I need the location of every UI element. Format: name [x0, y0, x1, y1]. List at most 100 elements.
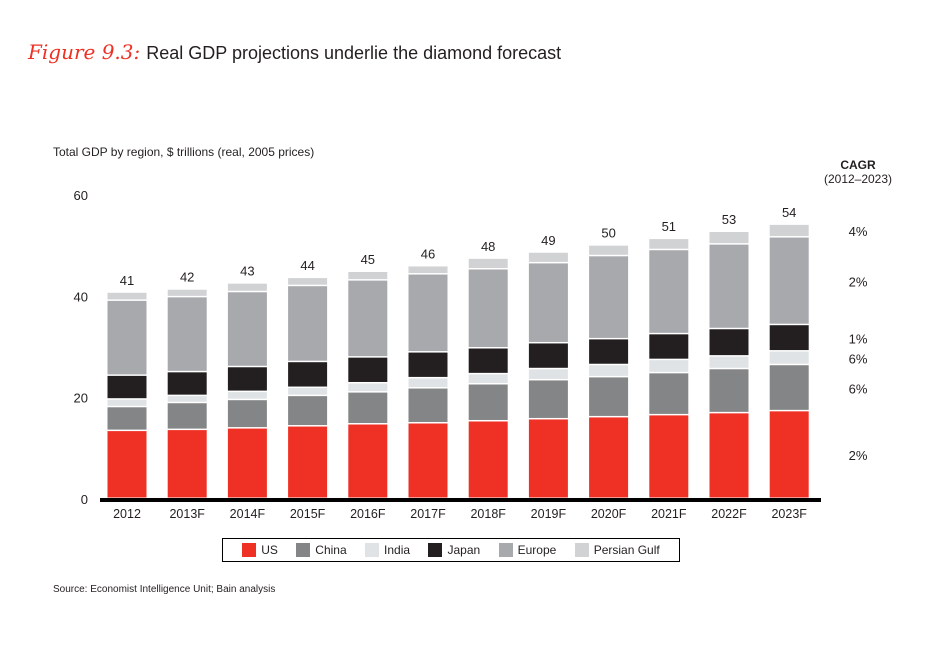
- bar-segment-japan: [107, 375, 147, 399]
- figure-label: Figure 9.3:: [28, 40, 141, 64]
- bar-segment-us: [589, 417, 629, 498]
- total-label: 49: [541, 233, 555, 248]
- legend-swatch: [574, 543, 589, 557]
- cagr-value-us: 2%: [849, 448, 868, 463]
- bar-segment-us: [468, 421, 508, 498]
- title-text: Real GDP projections underlie the diamon…: [146, 43, 562, 63]
- bar-segment-japan: [649, 334, 689, 359]
- y-tick-label: 20: [74, 391, 88, 406]
- bar-segment-china: [649, 373, 689, 414]
- legend-label: China: [315, 543, 347, 557]
- total-label: 44: [300, 258, 314, 273]
- x-tick-label: 2021F: [651, 507, 687, 521]
- bar-segment-japan: [468, 348, 508, 373]
- x-tick-label: 2017F: [410, 507, 446, 521]
- bar-segment-europe: [107, 300, 147, 375]
- total-label: 48: [481, 239, 495, 254]
- total-label: 46: [421, 246, 435, 261]
- bar-segment-persian-gulf: [167, 289, 207, 296]
- bar-segment-us: [167, 430, 207, 498]
- bar-segment-europe: [468, 269, 508, 348]
- bar-segment-india: [107, 399, 147, 406]
- bar-segment-india: [167, 396, 207, 402]
- cagr-header: CAGR (2012–2023): [808, 158, 908, 186]
- x-tick-label: 2013F: [169, 507, 205, 521]
- bar-segment-europe: [649, 250, 689, 333]
- x-tick-label: 2016F: [350, 507, 386, 521]
- bar-segment-china: [468, 384, 508, 420]
- bar-segment-india: [288, 388, 328, 395]
- bar-segment-us: [528, 419, 568, 498]
- legend-swatch: [365, 543, 380, 557]
- bar-segment-us: [649, 415, 689, 498]
- legend-swatch: [296, 543, 311, 557]
- legend-label: Japan: [447, 543, 481, 557]
- bar-segment-china: [227, 400, 267, 428]
- figure-title: Figure 9.3: Real GDP projections underlie…: [28, 40, 561, 64]
- legend: US China India Japan Europe Persian Gulf: [222, 538, 680, 562]
- bar-segment-persian-gulf: [709, 231, 749, 244]
- cagr-value-persian-gulf: 4%: [849, 224, 868, 239]
- bar-segment-china: [709, 369, 749, 412]
- bar-segment-india: [769, 351, 809, 364]
- bar-segment-japan: [167, 372, 207, 395]
- x-tick-label: 2020F: [591, 507, 627, 521]
- x-tick-label: 2019F: [531, 507, 567, 521]
- bar-segment-persian-gulf: [769, 224, 809, 237]
- x-tick-label: 2014F: [230, 507, 266, 521]
- bar-segment-japan: [709, 329, 749, 356]
- legend-item: India: [365, 543, 410, 557]
- total-label: 51: [662, 219, 676, 234]
- bar-segment-india: [227, 392, 267, 399]
- legend-label: Persian Gulf: [593, 543, 660, 557]
- total-label: 54: [782, 205, 796, 220]
- bar-segment-china: [167, 403, 207, 429]
- bar-segment-china: [107, 407, 147, 430]
- bar-segment-us: [408, 423, 448, 498]
- bar-segment-india: [709, 356, 749, 368]
- bar-segment-china: [589, 377, 629, 416]
- bar-segment-europe: [709, 244, 749, 328]
- bar-segment-europe: [408, 274, 448, 352]
- y-tick-label: 40: [74, 289, 88, 304]
- y-tick-label: 0: [81, 492, 88, 507]
- bar-segment-china: [528, 380, 568, 418]
- legend-swatch: [498, 543, 513, 557]
- legend-item: Europe: [498, 543, 557, 557]
- x-tick-label: 2022F: [711, 507, 747, 521]
- bar-segment-china: [288, 396, 328, 426]
- bar-segment-persian-gulf: [107, 292, 147, 300]
- cagr-title: CAGR: [840, 158, 876, 172]
- bar-segment-us: [769, 411, 809, 498]
- y-tick-label: 60: [74, 188, 88, 203]
- bar-segment-japan: [589, 339, 629, 364]
- bar-segment-japan: [288, 362, 328, 387]
- bar-segment-europe: [348, 280, 388, 357]
- bar-segment-japan: [769, 325, 809, 351]
- bar-segment-persian-gulf: [227, 283, 267, 291]
- bar-segment-japan: [528, 343, 568, 368]
- bar-segment-us: [227, 428, 267, 498]
- bar-segment-us: [348, 424, 388, 498]
- bar-segment-persian-gulf: [468, 258, 508, 268]
- bar-segment-japan: [408, 352, 448, 377]
- bar-segment-europe: [167, 297, 207, 371]
- legend-label: Europe: [517, 543, 557, 557]
- cagr-value-europe: 2%: [849, 274, 868, 289]
- bar-segment-china: [348, 392, 388, 424]
- bar-segment-japan: [348, 357, 388, 382]
- total-label: 43: [240, 264, 254, 279]
- legend-item: Japan: [428, 543, 480, 557]
- bar-segment-us: [288, 426, 328, 498]
- bar-segment-india: [528, 369, 568, 379]
- x-tick-label: 2018F: [470, 507, 506, 521]
- x-tick-label: 2012: [113, 507, 141, 521]
- bar-segment-europe: [589, 256, 629, 338]
- legend-item: Persian Gulf: [574, 543, 660, 557]
- bar-segment-europe: [288, 286, 328, 361]
- bar-segment-china: [769, 365, 809, 410]
- x-axis-line: [100, 498, 821, 502]
- bar-segment-persian-gulf: [288, 278, 328, 285]
- bar-segment-india: [348, 383, 388, 392]
